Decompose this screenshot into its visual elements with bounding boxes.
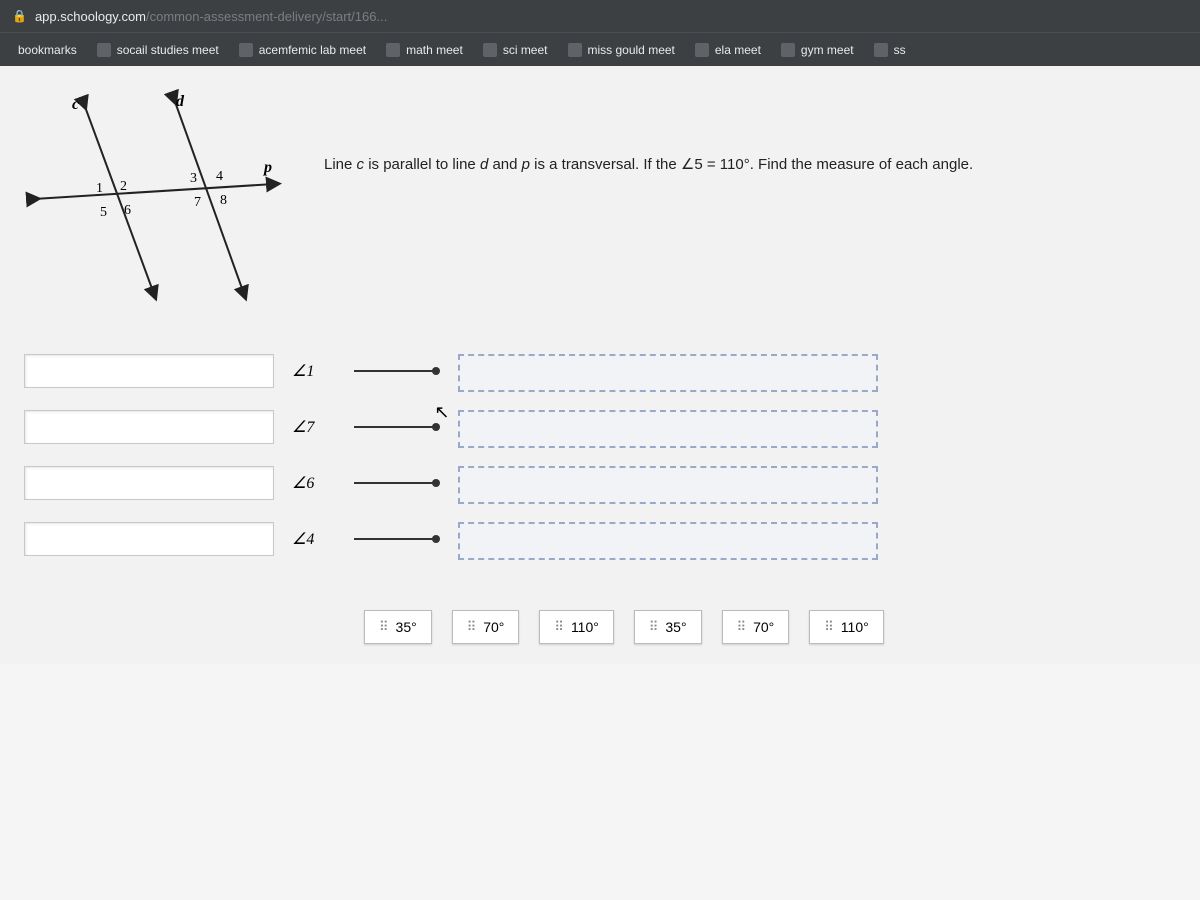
url-path: /common-assessment-delivery/start/166...	[146, 9, 387, 24]
connector-line	[354, 471, 444, 500]
answer-slot[interactable]	[24, 410, 274, 444]
grip-icon: ⠿	[379, 619, 388, 635]
bookmark-label: socail studies meet	[117, 43, 219, 57]
drop-target[interactable]	[458, 522, 878, 560]
svg-text:d: d	[176, 93, 185, 110]
angle-label: ∠6	[292, 473, 314, 493]
bookmark-label: acemfemic lab meet	[259, 43, 366, 57]
bookmark-icon	[568, 43, 582, 57]
tile-value: 35°	[396, 619, 417, 635]
angle-label: ∠4	[292, 529, 314, 549]
answer-tile[interactable]: ⠿ 35°	[364, 610, 432, 644]
bookmark-label: sci meet	[503, 43, 548, 57]
bookmark-icon	[874, 43, 888, 57]
bookmark-icon	[483, 43, 497, 57]
answer-slot[interactable]	[24, 522, 274, 556]
bookmark-icon	[239, 43, 253, 57]
problem-text: Line c is parallel to line d and p is a …	[324, 84, 973, 177]
bookmark-icon	[781, 43, 795, 57]
bookmarks-label: bookmarks	[8, 43, 87, 57]
answer-slot[interactable]	[24, 466, 274, 500]
grip-icon: ⠿	[737, 619, 746, 635]
svg-text:p: p	[262, 159, 272, 176]
angle-slots-column: ∠1 ∠7 ∠6 ∠4	[24, 354, 314, 556]
answer-tiles-row: ⠿ 35° ⠿ 70° ⠿ 110° ⠿ 35° ⠿ 70° ⠿ 110°	[24, 610, 1176, 644]
bookmark-label: math meet	[406, 43, 463, 57]
tile-value: 35°	[665, 619, 686, 635]
bookmark-item[interactable]: acemfemic lab meet	[229, 43, 376, 57]
answer-tile[interactable]: ⠿ 110°	[809, 610, 883, 644]
tile-value: 110°	[841, 619, 869, 635]
svg-text:8: 8	[220, 193, 227, 208]
grip-icon: ⠿	[467, 619, 476, 635]
lock-icon: 🔒	[12, 9, 27, 23]
svg-text:3: 3	[190, 171, 197, 186]
tile-value: 70°	[483, 619, 504, 635]
angle-label: ∠7	[292, 417, 314, 437]
connector-line	[354, 415, 444, 444]
answer-tile[interactable]: ⠿ 110°	[539, 610, 613, 644]
svg-text:4: 4	[216, 169, 223, 184]
drop-targets-column: ↖	[354, 354, 878, 560]
bookmark-item[interactable]: socail studies meet	[87, 43, 229, 57]
answer-slot[interactable]	[24, 354, 274, 388]
svg-text:c: c	[72, 96, 79, 113]
address-bar: 🔒 app.schoology.com /common-assessment-d…	[0, 0, 1200, 32]
bookmark-item[interactable]: ela meet	[685, 43, 771, 57]
connector-line	[354, 527, 444, 556]
bookmark-label: ss	[894, 43, 906, 57]
svg-text:1: 1	[96, 181, 103, 196]
answer-tile[interactable]: ⠿ 70°	[722, 610, 790, 644]
grip-icon: ⠿	[554, 619, 563, 635]
content-area: c d p 1 2 5 6 3 4 7 8 Line c is parallel…	[0, 66, 1200, 664]
svg-text:2: 2	[120, 179, 127, 194]
bookmarks-bar: bookmarks socail studies meet acemfemic …	[0, 32, 1200, 66]
geometry-diagram: c d p 1 2 5 6 3 4 7 8	[24, 84, 284, 314]
grip-icon: ⠿	[824, 619, 833, 635]
bookmark-item[interactable]: math meet	[376, 43, 473, 57]
bookmark-icon	[97, 43, 111, 57]
bookmark-item[interactable]: ss	[864, 43, 916, 57]
bookmark-icon	[695, 43, 709, 57]
connector-line	[354, 359, 444, 388]
answer-tile[interactable]: ⠿ 35°	[634, 610, 702, 644]
bookmark-item[interactable]: sci meet	[473, 43, 558, 57]
answer-tile[interactable]: ⠿ 70°	[452, 610, 520, 644]
bookmark-item[interactable]: miss gould meet	[558, 43, 685, 57]
svg-text:5: 5	[100, 205, 107, 220]
bookmark-label: gym meet	[801, 43, 854, 57]
grip-icon: ⠿	[649, 619, 658, 635]
svg-text:6: 6	[124, 203, 131, 218]
url-host: app.schoology.com	[35, 9, 146, 24]
bookmark-label: ela meet	[715, 43, 761, 57]
angle-label: ∠1	[292, 361, 314, 381]
tile-value: 70°	[753, 619, 774, 635]
drop-target[interactable]	[458, 354, 878, 392]
drag-match-area: ∠1 ∠7 ∠6 ∠4 ↖	[24, 354, 1176, 560]
drop-target[interactable]	[458, 410, 878, 448]
bookmark-item[interactable]: gym meet	[771, 43, 864, 57]
bookmark-icon	[386, 43, 400, 57]
bookmark-label: miss gould meet	[588, 43, 675, 57]
svg-text:7: 7	[194, 195, 201, 210]
tile-value: 110°	[571, 619, 599, 635]
drop-target[interactable]	[458, 466, 878, 504]
